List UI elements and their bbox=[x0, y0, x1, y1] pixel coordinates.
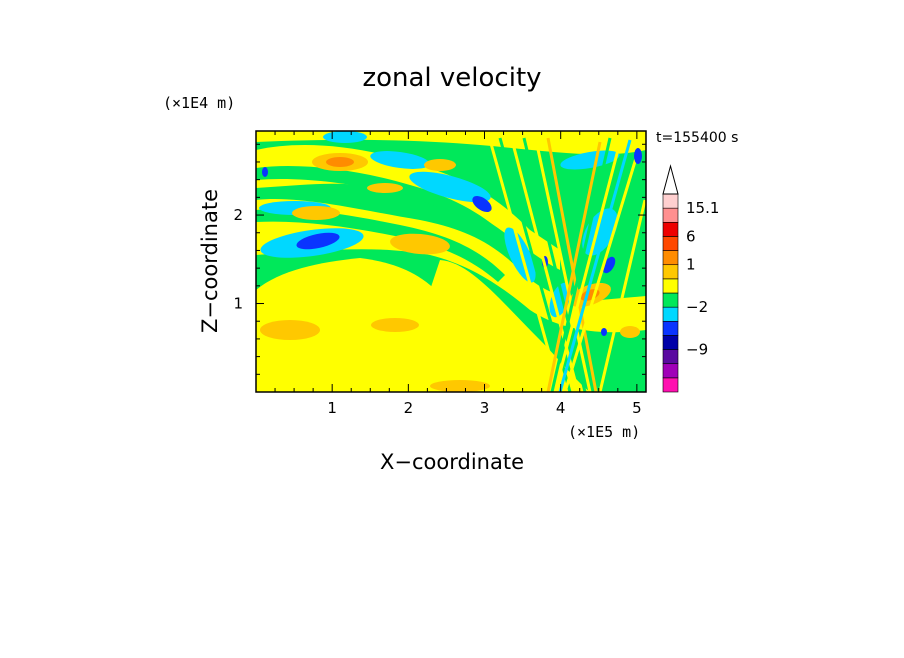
colorbar-label: 15.1 bbox=[686, 199, 719, 217]
y-tick-label: 2 bbox=[233, 206, 243, 224]
colorbar-level bbox=[662, 207, 679, 223]
field-feature-cyan bbox=[409, 171, 491, 203]
field-feature-blue bbox=[262, 167, 268, 177]
y-tick-label: 1 bbox=[233, 295, 243, 313]
field-wave-streaks bbox=[488, 137, 646, 392]
field-feature-orange bbox=[430, 380, 490, 392]
colorbar-level bbox=[662, 377, 679, 393]
colorbar-level bbox=[662, 236, 679, 251]
field-feature-cyan bbox=[323, 131, 367, 143]
field-feature-cyan bbox=[370, 151, 430, 169]
field-feature-orange bbox=[292, 206, 340, 220]
x-axis-ticks: 1 2 3 4 5 bbox=[274, 131, 642, 417]
colorbar-level bbox=[662, 292, 679, 308]
colorbar-level bbox=[662, 349, 679, 365]
x-tick-label: 5 bbox=[632, 399, 642, 417]
colorbar-level bbox=[662, 278, 679, 294]
colorbar-level bbox=[662, 264, 679, 280]
x-axis-label: X−coordinate bbox=[380, 450, 524, 474]
colorbar-level bbox=[662, 221, 679, 237]
field-feature-blue bbox=[634, 148, 642, 164]
field-feature-orange bbox=[620, 326, 640, 338]
x-scale-note: (×1E5 m) bbox=[568, 423, 640, 441]
colorbar-top-arrow bbox=[662, 164, 679, 195]
field-feature-orange bbox=[371, 318, 419, 332]
colorbar bbox=[662, 164, 679, 393]
colorbar-label: 6 bbox=[686, 227, 696, 245]
colorbar-level bbox=[662, 335, 679, 350]
x-tick-label: 1 bbox=[327, 399, 337, 417]
time-label: t=155400 s bbox=[656, 130, 738, 146]
field-band-green-2 bbox=[256, 165, 505, 242]
colorbar-label: 1 bbox=[686, 256, 696, 274]
field-feature-orange bbox=[424, 159, 456, 171]
colorbar-label: −2 bbox=[686, 298, 708, 316]
field-feature-cyan bbox=[504, 227, 536, 283]
x-tick-label: 2 bbox=[404, 399, 414, 417]
colorbar-level bbox=[662, 250, 679, 266]
field-region-yellow-lower bbox=[256, 258, 480, 392]
field-feature-orange bbox=[260, 320, 320, 340]
field-feature-blue bbox=[601, 328, 607, 336]
y-axis-ticks: 12 bbox=[233, 143, 646, 375]
field-feature-orange bbox=[367, 183, 403, 193]
field-band-green-1 bbox=[256, 209, 505, 282]
colorbar-level bbox=[662, 193, 679, 209]
colorbar-labels: 15.1 6 1 −2 −9 bbox=[686, 199, 719, 358]
field-feature-orange bbox=[390, 233, 450, 255]
colorbar-label: −9 bbox=[686, 341, 708, 359]
field-feature-orange bbox=[326, 157, 354, 167]
colorbar-level bbox=[662, 306, 679, 322]
x-tick-label: 4 bbox=[556, 399, 566, 417]
y-scale-note: (×1E4 m) bbox=[163, 94, 235, 112]
field-feature-blue bbox=[296, 232, 340, 250]
y-axis-label: Z−coordinate bbox=[198, 189, 222, 333]
colorbar-level bbox=[662, 320, 679, 336]
field-feature-blue bbox=[472, 196, 492, 212]
x-tick-label: 3 bbox=[480, 399, 490, 417]
plot-frame bbox=[255, 130, 647, 393]
colorbar-level bbox=[662, 363, 679, 379]
heatmap-field bbox=[256, 131, 646, 392]
chart-title: zonal velocity bbox=[362, 63, 541, 93]
